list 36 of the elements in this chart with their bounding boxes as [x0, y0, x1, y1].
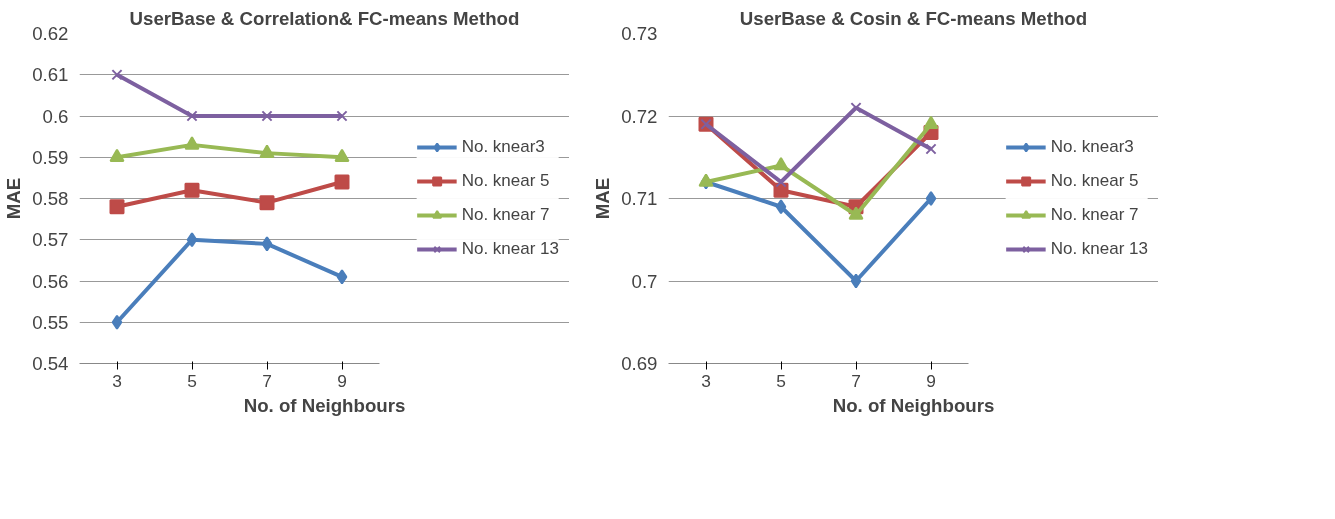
legend-label: No. knear 13	[1050, 239, 1148, 259]
x-axis-title: No. of Neighbours	[243, 394, 406, 416]
x-axis-title: No. of Neighbours	[832, 394, 995, 416]
chart-title: UserBase & Cosin & FC-means Method	[739, 7, 1088, 29]
legend-label: No. knear3	[461, 137, 545, 157]
x-tick-label: 9	[337, 370, 347, 391]
y-tick-label: 0.72	[621, 105, 658, 127]
x-tick-label: 5	[776, 370, 786, 391]
y-tick-label: 0.56	[32, 270, 69, 292]
legend-label: No. knear 5	[461, 171, 550, 191]
x-tick-label: 9	[926, 370, 936, 391]
x-tick-label: 7	[262, 370, 272, 391]
legend-label: No. knear3	[1050, 137, 1134, 157]
y-tick-label: 0.71	[621, 188, 658, 209]
y-tick-label: 0.61	[32, 64, 69, 86]
x-tick-label: 3	[112, 370, 122, 391]
y-tick-label: 0.73	[621, 23, 658, 44]
y-axis-title: MAE	[3, 177, 25, 220]
x-tick-label: 3	[701, 370, 711, 391]
x-tick-label: 5	[187, 370, 197, 391]
y-tick-label: 0.57	[32, 229, 69, 251]
legend-label: No. knear 7	[461, 205, 550, 225]
legend-label: No. knear 5	[1050, 171, 1139, 191]
y-tick-label: 0.59	[32, 146, 69, 168]
y-tick-label: 0.7	[631, 270, 658, 292]
legend-label: No. knear 13	[461, 239, 559, 259]
x-tick-label: 7	[851, 370, 861, 391]
chart-title: UserBase & Correlation& FC-means Method	[129, 7, 520, 29]
y-tick-label: 0.58	[32, 188, 69, 209]
y-tick-label: 0.6	[42, 105, 69, 127]
y-tick-label: 0.69	[621, 353, 658, 374]
y-tick-label: 0.54	[32, 353, 69, 374]
y-tick-label: 0.62	[32, 23, 69, 44]
y-axis-title: MAE	[592, 177, 614, 220]
y-tick-label: 0.55	[32, 311, 69, 333]
legend-label: No. knear 7	[1050, 205, 1139, 225]
